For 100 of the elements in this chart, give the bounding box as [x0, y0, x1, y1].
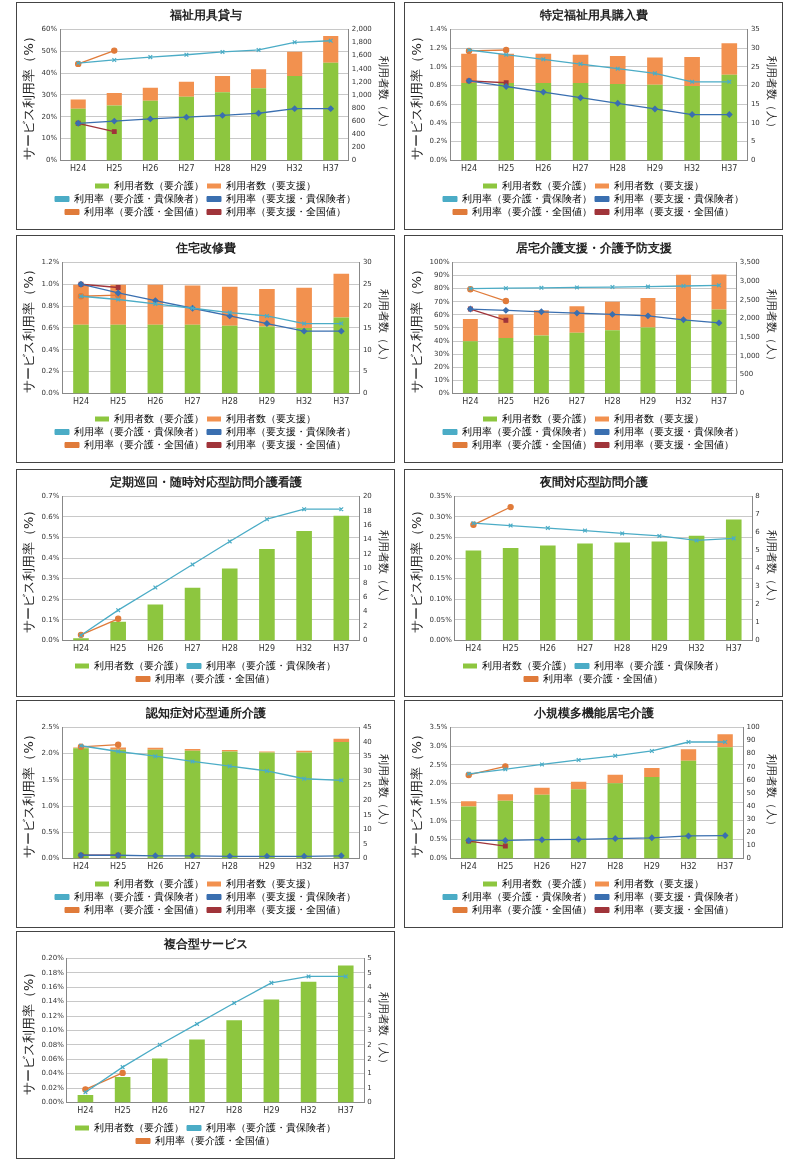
- x-tick-label: H26: [533, 397, 550, 407]
- legend-label: 利用率（要介護・全国値）: [155, 672, 275, 684]
- x-tick-label: H24: [465, 644, 482, 654]
- x-tick-label: H32: [300, 1106, 317, 1116]
- legend-label: 利用率（要支援・全国値）: [226, 903, 346, 915]
- y-axis-title: サービス利用率（%）: [409, 30, 425, 160]
- legend-label: 利用率（要支援・全国値）: [226, 438, 346, 450]
- x-tick-label: H26: [539, 644, 556, 654]
- x-tick-label: H32: [684, 164, 701, 174]
- y2-axis-title: 利用者数（人）: [376, 991, 390, 1069]
- x-tick-label: H28: [614, 644, 631, 654]
- x-tick-label: H26: [535, 164, 552, 174]
- x-tick-label: H32: [296, 862, 313, 872]
- x-tick-label: H26: [147, 644, 164, 654]
- x-tick-label: H25: [110, 397, 127, 407]
- x-tick-label: H24: [460, 862, 477, 872]
- x-tick-label: H32: [296, 644, 313, 654]
- x-tick-label: H27: [568, 397, 586, 407]
- y-axis-title: サービス利用率（%）: [409, 263, 425, 393]
- chart-title: 住宅改修費: [174, 241, 236, 256]
- x-tick-label: H37: [710, 397, 728, 407]
- x-tick-label: H26: [147, 397, 164, 407]
- y-axis-title: サービス利用率（%）: [21, 965, 37, 1096]
- x-tick-label: H29: [250, 164, 267, 174]
- legend-label: 利用者数（要介護）: [502, 412, 592, 424]
- legend-label: 利用率（要介護・全国値）: [84, 903, 204, 915]
- chart-title: 福祉用具貸与: [168, 8, 242, 23]
- x-tick-label: H25: [497, 397, 514, 407]
- x-tick-label: H25: [110, 644, 127, 654]
- legend-label: 利用率（要介護・全国値）: [472, 438, 592, 450]
- legend-label: 利用率（要支援・貴保険者）: [226, 192, 356, 204]
- x-tick-label: H32: [675, 397, 692, 407]
- legend-label: 利用者数（要支援）: [226, 877, 316, 889]
- chart-title: 夜間対応型訪問介護: [538, 475, 648, 490]
- x-tick-label: H27: [178, 164, 195, 174]
- x-tick-label: H32: [286, 164, 303, 174]
- legend-label: 利用率（要支援・全国値）: [614, 205, 734, 217]
- legend-label: 利用率（要介護・貴保険者）: [74, 890, 204, 902]
- legend-label: 利用者数（要介護）: [482, 659, 572, 671]
- x-tick-label: H25: [106, 164, 123, 174]
- x-tick-label: H37: [725, 644, 742, 654]
- x-tick-label: H25: [110, 862, 127, 872]
- legend-label: 利用率（要介護・全国値）: [155, 1134, 275, 1146]
- x-tick-label: H29: [258, 862, 276, 872]
- x-tick-label: H27: [184, 862, 201, 872]
- x-tick-label: H28: [226, 1106, 243, 1116]
- legend-label: 利用率（要介護・貴保険者）: [594, 659, 724, 671]
- legend-label: 利用者数（要介護）: [114, 179, 204, 191]
- x-tick-label: H28: [609, 164, 626, 174]
- x-tick-label: H25: [114, 1106, 131, 1116]
- legend-label: 利用率（要介護・全国値）: [84, 205, 204, 217]
- y2-axis-title: 利用者数（人）: [764, 56, 778, 134]
- x-tick-label: H37: [333, 862, 350, 872]
- x-tick-label: H37: [717, 862, 734, 872]
- x-tick-label: H32: [680, 862, 697, 872]
- legend-label: 利用率（要介護・貴保険者）: [462, 192, 592, 204]
- legend-label: 利用者数（要介護）: [502, 179, 592, 191]
- x-tick-label: H27: [188, 1106, 206, 1116]
- y2-axis-title: 利用者数（人）: [376, 754, 390, 832]
- legend-label: 利用率（要支援・全国値）: [614, 438, 734, 450]
- legend-label: 利用者数（要介護）: [114, 877, 204, 889]
- x-tick-label: H32: [296, 397, 313, 407]
- x-tick-label: H28: [221, 644, 238, 654]
- chart-title: 特定福祉用具購入費: [538, 8, 648, 23]
- x-tick-label: H27: [576, 644, 594, 654]
- x-tick-label: H25: [502, 644, 519, 654]
- x-tick-label: H24: [70, 164, 87, 174]
- x-tick-label: H29: [258, 397, 276, 407]
- x-tick-label: H37: [337, 1106, 354, 1116]
- y-axis-title: サービス利用率（%）: [21, 728, 37, 858]
- x-tick-label: H28: [214, 164, 231, 174]
- x-tick-label: H28: [221, 862, 238, 872]
- x-tick-label: H28: [607, 862, 624, 872]
- legend-label: 利用者数（要支援）: [614, 877, 704, 889]
- y-axis-title: サービス利用率（%）: [21, 30, 37, 160]
- chart-title: 複合型サービス: [162, 937, 248, 952]
- x-tick-label: H37: [721, 164, 738, 174]
- x-tick-label: H24: [72, 644, 90, 654]
- legend-label: 利用率（要支援・貴保険者）: [226, 425, 356, 437]
- x-tick-label: H26: [533, 862, 551, 872]
- y2-axis-title: 利用者数（人）: [376, 56, 390, 134]
- y2-axis-title: 利用者数（人）: [764, 289, 778, 367]
- x-tick-label: H24: [72, 862, 90, 872]
- legend-label: 利用率（要介護・貴保険者）: [462, 425, 592, 437]
- x-tick-label: H26: [142, 164, 159, 174]
- legend-label: 利用率（要支援・全国値）: [614, 903, 734, 915]
- chart-title: 小規模多機能居宅介護: [532, 706, 654, 721]
- x-tick-label: H29: [646, 164, 664, 174]
- x-tick-label: H25: [497, 862, 514, 872]
- legend-label: 利用率（要介護・全国値）: [472, 205, 592, 217]
- legend-label: 利用率（要介護・貴保険者）: [206, 659, 336, 671]
- x-tick-label: H27: [570, 862, 587, 872]
- x-tick-label: H37: [333, 397, 350, 407]
- legend-label: 利用者数（要介護）: [94, 1121, 184, 1133]
- y2-axis-title: 利用者数（人）: [376, 289, 390, 367]
- x-tick-label: H28: [604, 397, 621, 407]
- legend-label: 利用率（要支援・貴保険者）: [614, 890, 744, 902]
- legend-label: 利用者数（要介護）: [114, 412, 204, 424]
- legend-label: 利用率（要介護・全国値）: [84, 438, 204, 450]
- legend-label: 利用者数（要支援）: [614, 179, 704, 191]
